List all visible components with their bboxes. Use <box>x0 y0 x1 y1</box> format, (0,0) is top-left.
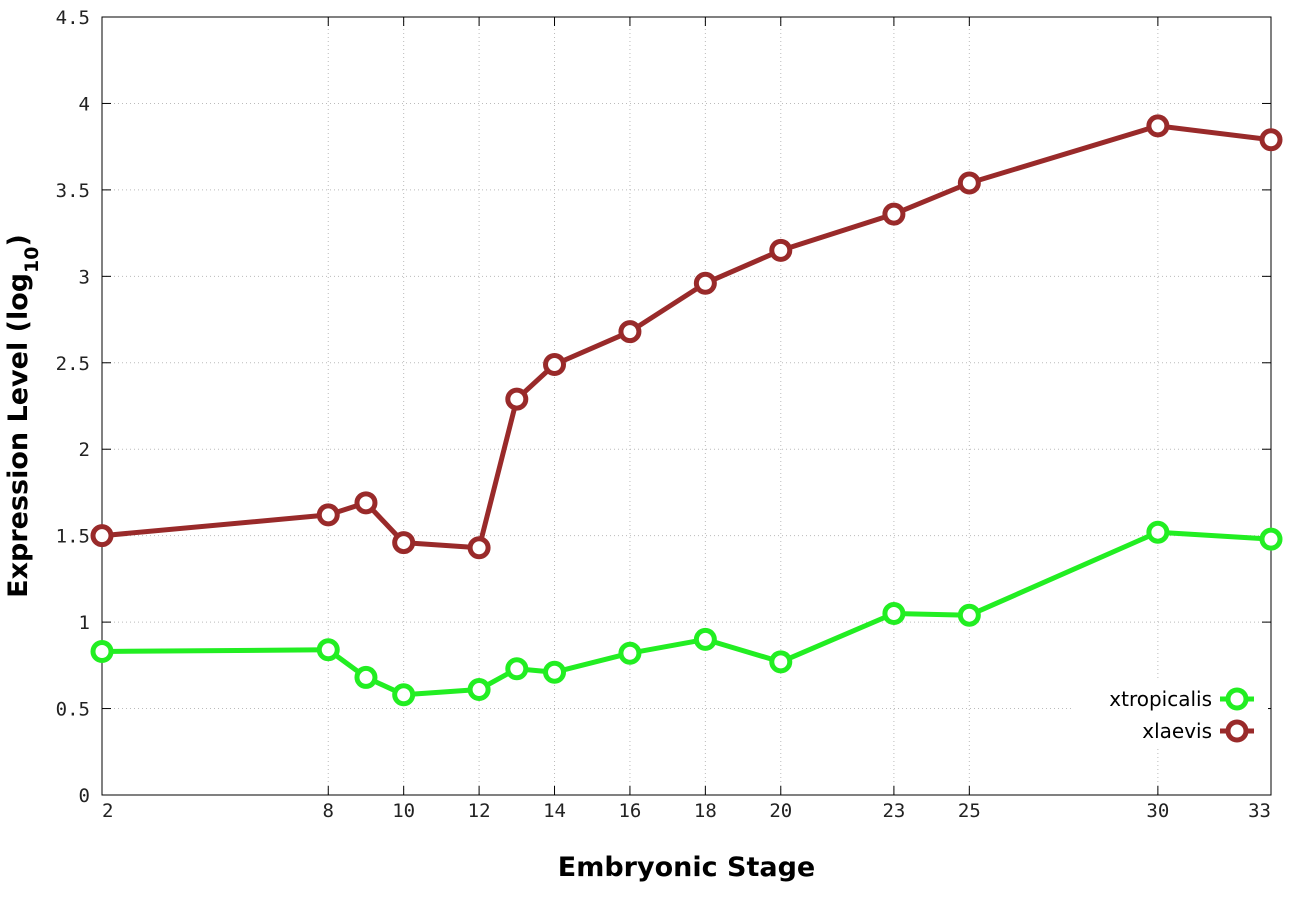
data-point-xtropicalis <box>392 683 416 707</box>
y-tick-label: 4 <box>79 93 90 115</box>
data-point-xtropicalis <box>693 627 717 651</box>
x-tick-label: 18 <box>694 800 717 822</box>
y-axis-title-end: ) <box>3 234 34 246</box>
grid <box>102 17 1271 795</box>
data-point-xlaevis <box>316 503 340 527</box>
legend: xtropicalis xlaevis <box>1072 681 1268 749</box>
x-tick-label: 25 <box>958 800 981 822</box>
data-point-xtropicalis <box>543 660 567 684</box>
data-point-xtropicalis <box>90 640 114 664</box>
series-line-xlaevis <box>101 123 1272 551</box>
data-point-xlaevis <box>618 320 642 344</box>
y-tick-label: 2 <box>79 439 90 461</box>
data-point-xlaevis <box>769 238 793 262</box>
series-line-xtropicalis <box>101 529 1272 698</box>
legend-label-xtropicalis: xtropicalis <box>1109 687 1212 711</box>
data-point-xtropicalis <box>957 603 981 627</box>
axis-ticks: 0 0.5 1 1.5 2 2.5 3 3.5 4 4.5 2 8 10 12 14 16 18 20 23 25 30… <box>56 7 1272 822</box>
data-point-xlaevis <box>693 271 717 295</box>
y-tick-label: 2.5 <box>56 353 90 375</box>
data-point-xtropicalis <box>467 678 491 702</box>
data-point-xtropicalis <box>1146 520 1170 544</box>
x-tick-label: 8 <box>323 800 334 822</box>
y-tick-label: 3.5 <box>56 180 90 202</box>
data-point-xlaevis <box>354 491 378 515</box>
data-point-xtropicalis <box>769 650 793 674</box>
y-tick-label: 0.5 <box>56 699 90 721</box>
legend-marker-xlaevis <box>1225 719 1249 743</box>
plot-frame <box>101 16 1272 796</box>
y-tick-label: 4.5 <box>56 7 90 29</box>
data-point-xtropicalis <box>505 657 529 681</box>
data-point-xtropicalis <box>618 641 642 665</box>
y-tick-label: 1 <box>79 612 90 634</box>
data-point-xlaevis <box>1259 128 1283 152</box>
data-point-xtropicalis <box>1259 527 1283 551</box>
x-tick-label: 23 <box>882 800 905 822</box>
data-point-xtropicalis <box>354 665 378 689</box>
data-point-xlaevis <box>1146 114 1170 138</box>
data-point-xlaevis <box>90 524 114 548</box>
y-axis-title-main: Expression Level (log <box>3 273 34 598</box>
data-point-xlaevis <box>505 387 529 411</box>
data-point-xtropicalis <box>316 638 340 662</box>
data-point-xlaevis <box>467 536 491 560</box>
y-axis-title: Expression Level (log10) <box>3 234 43 598</box>
y-tick-label: 1.5 <box>56 526 90 548</box>
data-point-xlaevis <box>957 171 981 195</box>
data-point-xtropicalis <box>882 601 906 625</box>
data-point-xlaevis <box>543 353 567 377</box>
x-tick-label: 2 <box>102 800 113 822</box>
x-tick-label: 14 <box>543 800 566 822</box>
x-tick-label: 33 <box>1248 800 1271 822</box>
legend-label-xlaevis: xlaevis <box>1142 719 1212 743</box>
legend-marker-xtropicalis <box>1225 687 1249 711</box>
data-point-xlaevis <box>392 531 416 555</box>
x-tick-label: 20 <box>769 800 792 822</box>
series-layer <box>90 114 1283 707</box>
x-tick-label: 30 <box>1146 800 1169 822</box>
x-axis-title: Embryonic Stage <box>558 852 815 883</box>
y-axis-title-subscript: 10 <box>21 246 43 272</box>
x-tick-label: 16 <box>618 800 641 822</box>
y-tick-label: 0 <box>79 785 90 807</box>
x-tick-label: 12 <box>468 800 491 822</box>
y-tick-label: 3 <box>79 266 90 288</box>
data-point-xlaevis <box>882 202 906 226</box>
x-tick-label: 10 <box>392 800 415 822</box>
